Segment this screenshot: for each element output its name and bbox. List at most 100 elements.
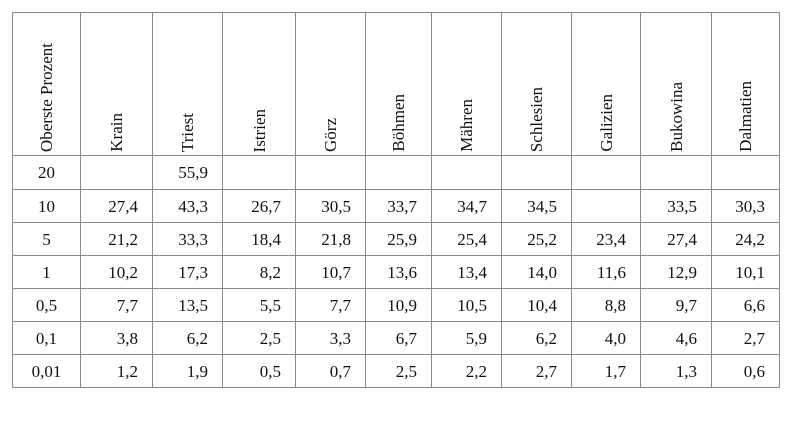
value-cell: 21,8 — [295, 222, 366, 256]
value-cell: 11,6 — [571, 255, 641, 289]
column-header-label: Schlesien — [527, 86, 546, 152]
value-cell: 12,9 — [640, 255, 712, 289]
table-row: 1 10,2 17,3 8,2 10,7 13,6 13,4 14,0 11,6 12,9 10,1 — [12, 255, 780, 289]
value-cell: 13,6 — [365, 255, 432, 289]
table-row: 0,5 7,7 13,5 5,5 7,7 10,9 10,5 10,4 8,8 9,7 6,6 — [12, 288, 780, 322]
value-cell: 5,5 — [222, 288, 296, 322]
value-cell: 2,7 — [501, 354, 572, 388]
table-body: 20 55,9 10 27,4 43,3 26,7 30,5 33,7 34,7 34,5 33,5… — [12, 155, 780, 388]
column-header: Schlesien — [501, 12, 572, 156]
value-cell: 34,7 — [431, 189, 502, 223]
value-cell: 6,7 — [365, 321, 432, 355]
value-cell: 13,5 — [152, 288, 223, 322]
column-header: Görz — [295, 12, 366, 156]
percent-cell: 0,01 — [12, 354, 81, 388]
value-cell: 2,7 — [711, 321, 780, 355]
value-cell: 33,5 — [640, 189, 712, 223]
percent-cell: 5 — [12, 222, 81, 256]
value-cell: 6,6 — [711, 288, 780, 322]
corner-header-label: Oberste Prozent — [37, 42, 56, 152]
value-cell — [571, 189, 641, 223]
value-cell: 55,9 — [152, 155, 223, 190]
value-cell: 2,2 — [431, 354, 502, 388]
value-cell: 1,9 — [152, 354, 223, 388]
value-cell — [80, 155, 153, 190]
corner-header-cell: Oberste Prozent — [12, 12, 81, 156]
value-cell: 10,2 — [80, 255, 153, 289]
value-cell: 10,9 — [365, 288, 432, 322]
value-cell: 14,0 — [501, 255, 572, 289]
column-header: Dalmatien — [711, 12, 780, 156]
table-row: 0,01 1,2 1,9 0,5 0,7 2,5 2,2 2,7 1,7 1,3 0,6 — [12, 354, 780, 388]
value-cell — [711, 155, 780, 190]
value-cell: 7,7 — [80, 288, 153, 322]
value-cell: 33,7 — [365, 189, 432, 223]
column-header-label: Istrien — [249, 108, 269, 152]
column-header-label: Bukowina — [666, 82, 686, 152]
column-header-label: Galizien — [596, 94, 616, 152]
column-header-label: Dalmatien — [736, 81, 755, 152]
value-cell — [431, 155, 502, 190]
column-header: Istrien — [222, 12, 296, 156]
table-row: 10 27,4 43,3 26,7 30,5 33,7 34,7 34,5 33,5 30,3 — [12, 189, 780, 223]
value-cell: 10,5 — [431, 288, 502, 322]
value-cell: 8,2 — [222, 255, 296, 289]
percent-cell: 10 — [12, 189, 81, 223]
value-cell: 4,0 — [571, 321, 641, 355]
value-cell: 6,2 — [501, 321, 572, 355]
column-header: Böhmen — [365, 12, 432, 156]
value-cell: 25,9 — [365, 222, 432, 256]
value-cell: 1,3 — [640, 354, 712, 388]
data-table: Oberste Prozent Krain Triest Istrien Gör… — [12, 12, 780, 388]
value-cell: 21,2 — [80, 222, 153, 256]
value-cell: 10,4 — [501, 288, 572, 322]
value-cell: 1,2 — [80, 354, 153, 388]
value-cell: 5,9 — [431, 321, 502, 355]
value-cell: 26,7 — [222, 189, 296, 223]
value-cell: 34,5 — [501, 189, 572, 223]
column-header-label: Krain — [107, 113, 126, 152]
value-cell — [295, 155, 366, 190]
table-row: 20 55,9 — [12, 155, 780, 190]
value-cell: 9,7 — [640, 288, 712, 322]
percent-cell: 0,1 — [12, 321, 81, 355]
column-header-label: Mähren — [457, 99, 476, 152]
value-cell: 23,4 — [571, 222, 641, 256]
value-cell: 0,6 — [711, 354, 780, 388]
value-cell — [640, 155, 712, 190]
column-header-label: Triest — [178, 112, 197, 152]
value-cell: 6,2 — [152, 321, 223, 355]
percent-cell: 0,5 — [12, 288, 81, 322]
value-cell: 18,4 — [222, 222, 296, 256]
value-cell: 27,4 — [640, 222, 712, 256]
table-row: 5 21,2 33,3 18,4 21,8 25,9 25,4 25,2 23,4 27,4 24,… — [12, 222, 780, 256]
value-cell: 33,3 — [152, 222, 223, 256]
value-cell: 2,5 — [222, 321, 296, 355]
value-cell: 13,4 — [431, 255, 502, 289]
value-cell: 30,5 — [295, 189, 366, 223]
value-cell: 30,3 — [711, 189, 780, 223]
value-cell: 27,4 — [80, 189, 153, 223]
table-row: 0,1 3,8 6,2 2,5 3,3 6,7 5,9 6,2 4,0 4,6 2,7 — [12, 321, 780, 355]
value-cell: 25,4 — [431, 222, 502, 256]
value-cell: 0,5 — [222, 354, 296, 388]
column-header: Triest — [152, 12, 223, 156]
value-cell — [222, 155, 296, 190]
value-cell — [501, 155, 572, 190]
value-cell: 1,7 — [571, 354, 641, 388]
column-header-label: Böhmen — [389, 94, 408, 152]
column-header: Galizien — [571, 12, 641, 156]
value-cell: 2,5 — [365, 354, 432, 388]
value-cell — [365, 155, 432, 190]
value-cell: 43,3 — [152, 189, 223, 223]
value-cell: 3,3 — [295, 321, 366, 355]
value-cell: 0,7 — [295, 354, 366, 388]
value-cell: 10,7 — [295, 255, 366, 289]
value-cell: 3,8 — [80, 321, 153, 355]
value-cell — [571, 155, 641, 190]
value-cell: 25,2 — [501, 222, 572, 256]
value-cell: 24,2 — [711, 222, 780, 256]
column-header-label: Görz — [321, 118, 340, 152]
percent-cell: 20 — [12, 155, 81, 190]
header-row: Oberste Prozent Krain Triest Istrien Gör… — [12, 12, 780, 156]
